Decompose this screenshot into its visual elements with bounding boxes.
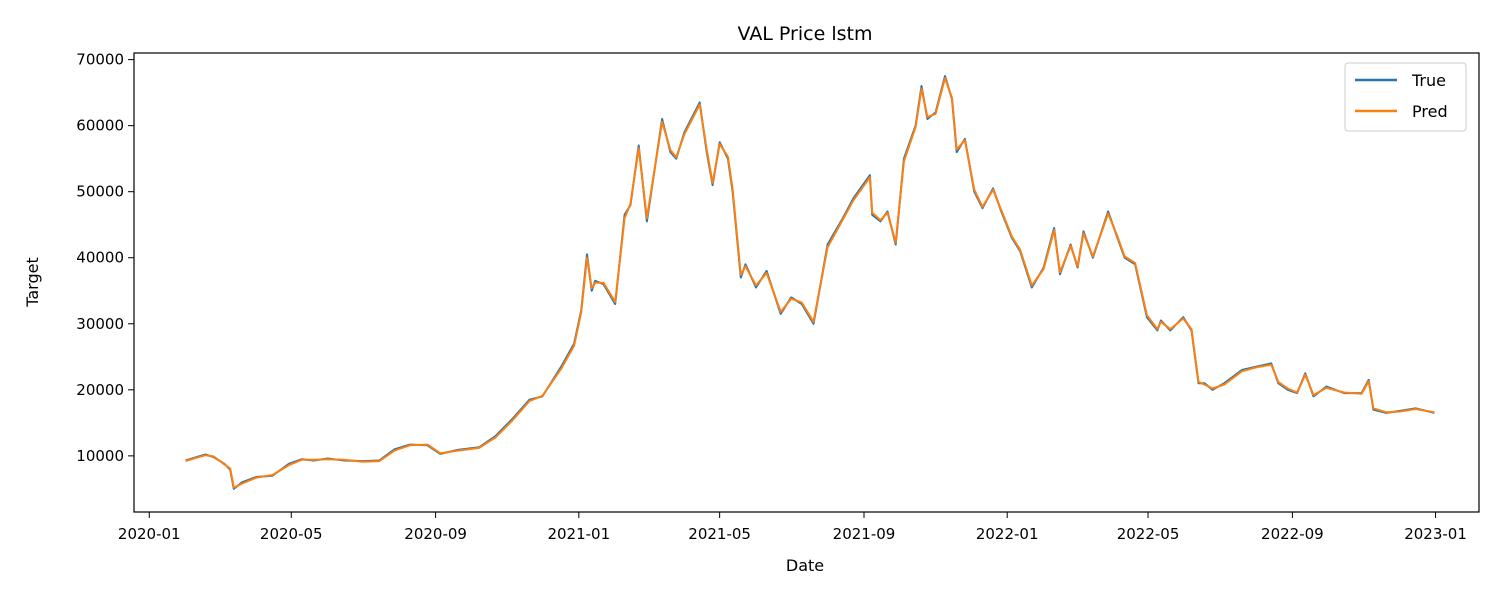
- x-tick-label: 2023-01: [1404, 525, 1467, 543]
- y-tick-label: 70000: [76, 51, 124, 69]
- legend-box: [1344, 62, 1467, 132]
- legend: True Pred: [1344, 62, 1467, 132]
- series-line-pred: [185, 77, 1435, 489]
- y-tick-label: 40000: [76, 249, 124, 267]
- x-tick-label: 2021-01: [547, 525, 610, 543]
- legend-label-true: True: [1411, 71, 1446, 90]
- plot-frame: [133, 52, 1480, 513]
- x-tick-label: 2022-09: [1261, 525, 1324, 543]
- x-tick-label: 2020-09: [404, 525, 467, 543]
- x-tick-label: 2022-01: [976, 525, 1039, 543]
- chart-title: VAL Price lstm: [738, 23, 873, 45]
- legend-label-pred: Pred: [1412, 102, 1448, 121]
- y-axis: 10000 20000 30000 40000 50000 60000 70000: [76, 51, 134, 465]
- y-tick-label: 50000: [76, 183, 124, 201]
- y-tick-label: 10000: [76, 447, 124, 465]
- x-tick-label: 2021-05: [688, 525, 751, 543]
- series-layer: [185, 75, 1435, 490]
- y-tick-label: 60000: [76, 117, 124, 135]
- x-axis-title: Date: [786, 556, 824, 575]
- y-tick-label: 20000: [76, 381, 124, 399]
- x-tick-label: 2021-09: [833, 525, 896, 543]
- x-tick-label: 2022-05: [1117, 525, 1180, 543]
- y-tick-label: 30000: [76, 315, 124, 333]
- x-tick-label: 2020-01: [118, 525, 181, 543]
- y-axis-title: Target: [23, 257, 42, 308]
- x-tick-label: 2020-05: [260, 525, 323, 543]
- x-axis: 2020-01 2020-05 2020-09 2021-01 2021-05 2021-…: [118, 512, 1467, 543]
